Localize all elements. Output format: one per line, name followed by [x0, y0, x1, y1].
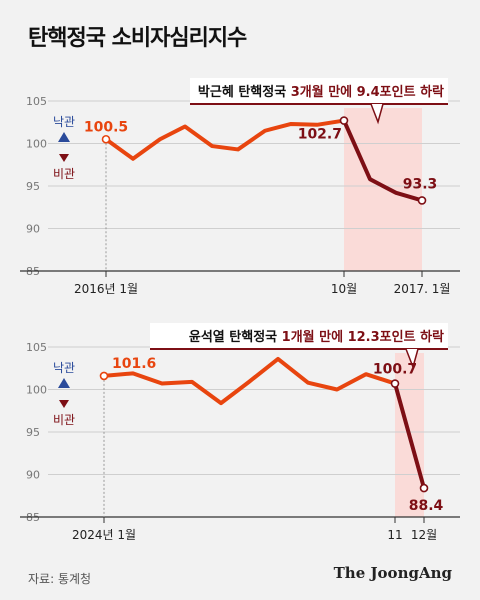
series-line-impeachment [393, 381, 426, 491]
page-title: 탄핵정국 소비자심리지수 [28, 26, 247, 51]
legend-down-label: 비관 [53, 413, 75, 427]
y-tick-label: 100 [26, 384, 47, 397]
y-tick-label: 95 [26, 426, 40, 439]
banner-pointer [405, 348, 419, 370]
triangle-up-icon [58, 132, 70, 142]
legend-up-label: 낙관 [53, 361, 75, 375]
source-note: 자료: 통계청 [28, 572, 92, 586]
headline-segment: 12.3포인트 하락 [348, 329, 444, 345]
headline-segment: 박근혜 탄핵정국 [198, 84, 291, 100]
headline-segment: 윤석열 탄핵정국 [189, 329, 282, 345]
series-line-normal [102, 356, 397, 406]
data-point [390, 379, 400, 388]
headline-segment: 3개월 만에 [291, 84, 357, 100]
data-label: 100.7 [373, 362, 417, 378]
y-tick-label: 95 [26, 180, 40, 193]
data-label: 102.7 [298, 127, 342, 143]
headline-text: 박근혜 탄핵정국 3개월 만에 9.4포인트 하락 [198, 84, 444, 100]
data-label: 100.5 [84, 119, 128, 135]
data-point [339, 116, 349, 125]
y-tick-label: 105 [26, 95, 47, 108]
y-tick-label: 90 [26, 223, 40, 236]
series-line-impeachment [342, 118, 424, 203]
x-tick-label: 2016년 1월 [74, 282, 138, 296]
x-tick-label: 12월 [411, 528, 437, 542]
triangle-down-icon [59, 400, 69, 408]
headline-text: 윤석열 탄핵정국 1개월 만에 12.3포인트 하락 [189, 329, 444, 345]
data-label: 101.6 [112, 356, 156, 372]
headline-segment: 1개월 만에 [282, 329, 348, 345]
brand-logo-text: The JoongAng [333, 564, 452, 582]
highlight-band [344, 108, 422, 271]
triangle-up-icon [58, 378, 70, 388]
data-point [417, 196, 427, 205]
data-label: 93.3 [403, 176, 438, 192]
y-tick-label: 105 [26, 341, 47, 354]
data-label: 88.4 [409, 498, 444, 514]
x-tick-label: 2017. 1월 [394, 282, 451, 296]
legend-up-label: 낙관 [53, 115, 75, 129]
series-line-normal [104, 118, 346, 161]
headline-banner [190, 78, 448, 104]
y-tick-label: 100 [26, 138, 47, 151]
headline-banner [150, 323, 448, 349]
x-tick-label: 2024년 1월 [72, 528, 136, 542]
triangle-down-icon [59, 154, 69, 162]
y-tick-label: 90 [26, 469, 40, 482]
banner-pointer [370, 103, 384, 125]
x-tick-label: 10월 [331, 282, 357, 296]
legend-down-label: 비관 [53, 167, 75, 181]
x-tick-label: 11 [387, 528, 402, 542]
data-point [419, 483, 429, 493]
headline-segment: 9.4포인트 하락 [357, 84, 444, 100]
data-point [99, 371, 109, 381]
data-point [101, 134, 111, 144]
